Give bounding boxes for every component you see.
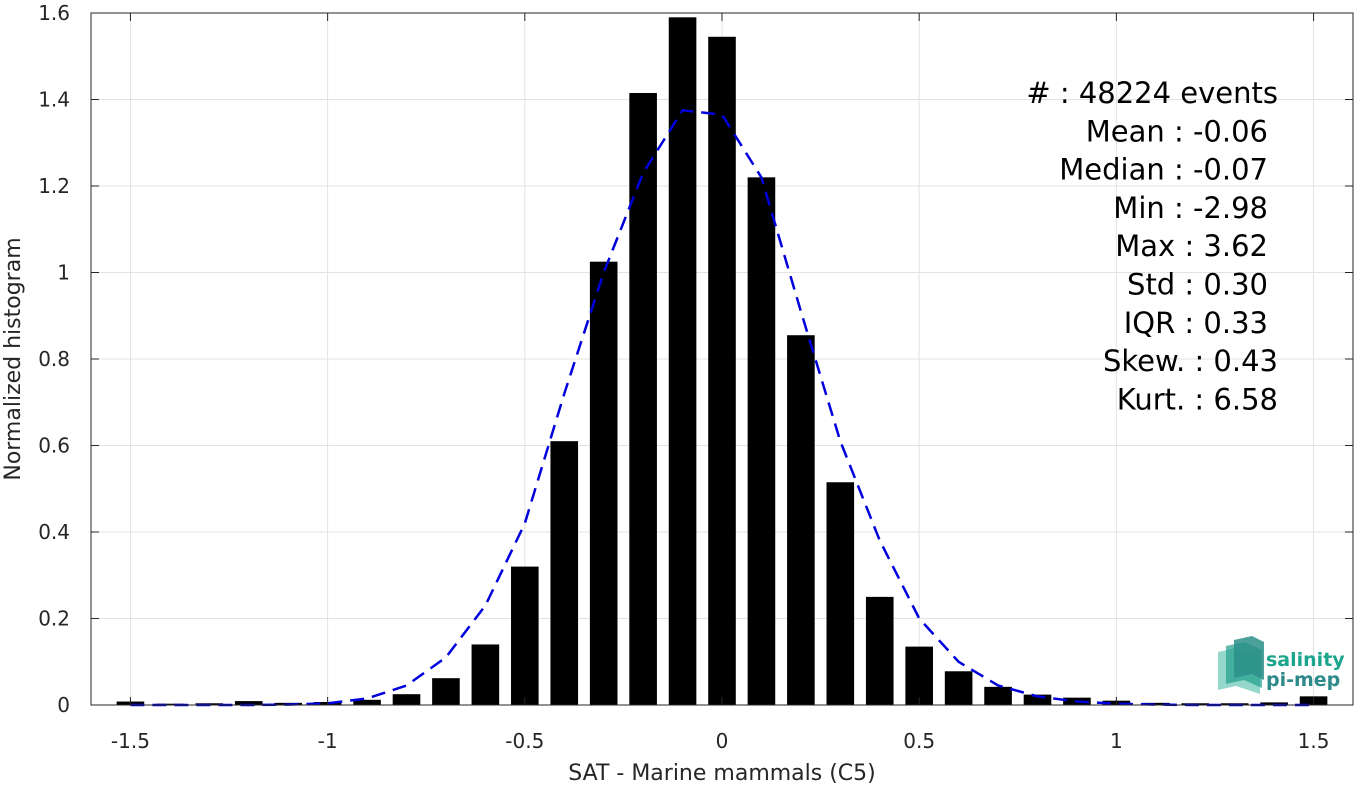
histogram-bar (826, 482, 855, 705)
histogram-bar (1023, 694, 1052, 705)
histogram-bar (471, 644, 500, 705)
histogram-bar (668, 17, 697, 705)
stat-line: Max : 3.62 (1115, 229, 1268, 263)
x-axis-label: SAT - Marine mammals (C5) (568, 761, 876, 785)
logo-text-pi-mep: pi-mep (1266, 669, 1340, 691)
y-tick-label: 0.4 (38, 520, 70, 544)
histogram-bar (511, 566, 539, 705)
x-axis-ticks: -1.5 -1 -0.5 0 0.5 1 1.5 (111, 13, 1330, 753)
histogram-bar (944, 671, 973, 705)
stat-line: Mean : -0.06 (1086, 114, 1268, 148)
stat-line: Skew. : 0.43 (1103, 344, 1278, 378)
stat-line: IQR : 0.33 (1124, 306, 1268, 340)
y-tick-label: 0.8 (38, 347, 70, 371)
stat-line: Std : 0.30 (1127, 268, 1268, 302)
y-tick-label: 0 (57, 693, 70, 717)
histogram-bar (747, 177, 776, 706)
y-tick-label: 1.4 (38, 88, 70, 112)
stats-annotation: # : 48224 events Mean : -0.06 Median : -0.… (1026, 76, 1278, 416)
y-tick-label: 1 (57, 261, 70, 285)
x-tick-label: 1.5 (1298, 729, 1330, 753)
histogram-bar (392, 694, 421, 705)
y-tick-label: 0.6 (38, 434, 70, 458)
y-tick-label: 1.6 (38, 1, 70, 25)
y-axis-label: Normalized histogram (1, 237, 26, 480)
x-tick-label: -1 (318, 729, 338, 753)
histogram-bar (234, 701, 263, 705)
y-tick-label: 1.2 (38, 174, 70, 198)
salinity-pi-mep-logo: salinity pi-mep (1218, 636, 1345, 694)
stat-line: # : 48224 events (1026, 76, 1278, 110)
logo-mark-icon (1218, 636, 1264, 694)
histogram-bar (787, 335, 815, 705)
histogram-bar (865, 596, 894, 705)
histogram-bar (432, 678, 460, 705)
histogram-bar (1142, 702, 1170, 705)
x-tick-label: 1 (1110, 729, 1123, 753)
y-axis-ticks: 0 0.2 0.4 0.6 0.8 1 1.2 1.4 1.6 (38, 1, 1353, 717)
histogram-bar (156, 703, 184, 705)
histogram-bar (550, 441, 579, 705)
histogram-bar (1260, 702, 1288, 705)
stat-line: Kurt. : 6.58 (1117, 382, 1278, 416)
histogram-bar (905, 646, 933, 705)
stat-line: Min : -2.98 (1113, 191, 1268, 225)
x-tick-label: 0.5 (903, 729, 935, 753)
stat-line: Median : -0.07 (1059, 153, 1268, 187)
histogram-bar (353, 699, 381, 705)
histogram-bar (708, 36, 736, 706)
y-tick-label: 0.2 (38, 607, 70, 631)
histogram-bars (116, 17, 1328, 706)
histogram-bar (629, 93, 657, 705)
x-tick-label: -1.5 (111, 729, 150, 753)
histogram-bar (589, 261, 618, 705)
x-tick-label: 0 (716, 729, 729, 753)
logo-text-salinity: salinity (1266, 649, 1345, 671)
x-tick-label: -0.5 (505, 729, 544, 753)
histogram-bar (984, 686, 1012, 705)
